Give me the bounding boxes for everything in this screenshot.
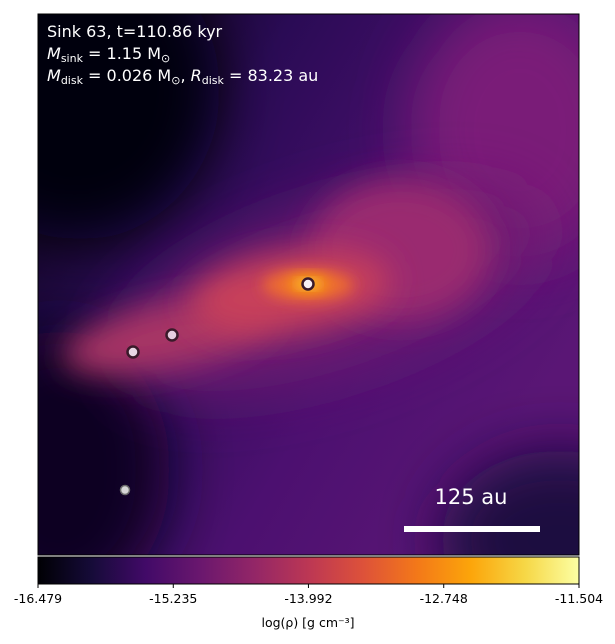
mdisk-unit-sub: ⊙: [171, 74, 180, 87]
annotation-line3: Mdisk = 0.026 M⊙, Rdisk = 83.23 au: [47, 66, 318, 87]
mdisk-symbol: M: [47, 66, 61, 85]
sink-c: [126, 345, 140, 359]
panel-frame: [37, 13, 580, 556]
colorbar-ticks: -16.479 -15.235 -13.992 -12.748 -11.504: [14, 584, 603, 606]
annotation-block: Sink 63, t=110.86 kyr Msink = 1.15 M⊙ Md…: [47, 22, 318, 87]
scale-bar: 125 au: [404, 485, 540, 532]
colorbar-tick-label: -15.235: [149, 591, 197, 606]
scale-bar-label: 125 au: [435, 485, 508, 509]
sink-d: [119, 484, 131, 496]
colorbar: -16.479 -15.235 -13.992 -12.748 -11.504 log(…: [14, 556, 603, 630]
msink-sub: sink: [61, 52, 84, 65]
rdisk-symbol: R: [191, 66, 202, 85]
msink-unit-sub: ⊙: [161, 52, 170, 65]
msink-symbol: M: [47, 44, 61, 63]
density-map: [38, 14, 579, 555]
annotation-line1: Sink 63, t=110.86 kyr: [47, 22, 223, 41]
colorbar-tick-label: -16.479: [14, 591, 62, 606]
sink-b: [165, 328, 179, 342]
sink-primary: [301, 277, 315, 291]
colorbar-tick-label: -13.992: [284, 591, 332, 606]
msink-value: = 1.15 M: [83, 44, 161, 63]
sink-markers: [119, 277, 315, 496]
colorbar-tick-label: -12.748: [420, 591, 468, 606]
colorbar-label: log(ρ) [g cm⁻³]: [261, 615, 354, 630]
dark-region-upper-left: [38, 14, 220, 240]
annotation-line2: Msink = 1.15 M⊙: [47, 44, 170, 65]
dark-region-lower-left: [38, 330, 170, 555]
mdisk-value: = 0.026 M: [83, 66, 171, 85]
scale-bar-line: [404, 526, 540, 532]
colorbar-tick-label: -11.504: [555, 591, 603, 606]
rdisk-sub: disk: [202, 74, 225, 87]
colorbar-gradient: [38, 557, 579, 584]
mdisk-sub: disk: [61, 74, 84, 87]
rdisk-value: = 83.23 au: [224, 66, 318, 85]
annotation-separator: ,: [180, 66, 190, 85]
